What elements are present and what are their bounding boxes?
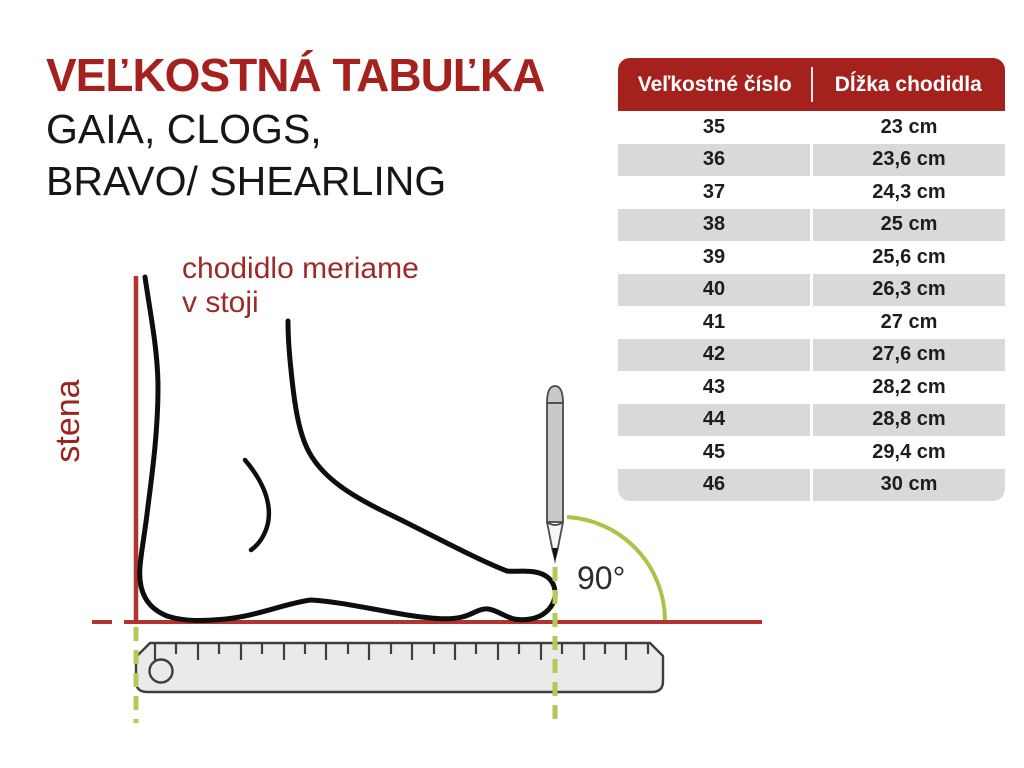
size-cell: 36 [618,143,810,176]
table-row: 42 27,6 cm [618,338,1005,371]
pencil-body [546,402,564,523]
length-cell: 25 cm [813,208,1005,241]
table-row: 36 23,6 cm [618,143,1005,176]
angle-arc [566,515,667,621]
table-row: 38 25 cm [618,208,1005,241]
table-row: 35 23 cm [618,111,1005,144]
size-table-body: 35 23 cm 36 23,6 cm 37 24,3 cm 38 25 cm [618,111,1005,501]
size-table-header: Veľkostné číslo Dĺžka chodidla [618,58,1005,111]
header-foot-length: Dĺžka chodidla [834,72,982,96]
ruler-hole [148,658,174,684]
headline-block: VEĽKOSTNÁ TABUĽKA GAIA, CLOGS, BRAVO/ SH… [46,49,545,207]
pencil-icon [546,385,564,564]
table-row: 41 27 cm [618,306,1005,339]
size-cell: 39 [618,241,810,274]
size-cell: 41 [618,306,810,339]
size-cell: 45 [618,436,810,469]
pencil-eraser [546,385,564,404]
length-cell: 23 cm [813,111,1005,144]
wall-label: stena [49,379,87,463]
size-cell: 43 [618,371,810,404]
table-row: 39 25,6 cm [618,241,1005,274]
foot-outline [137,274,558,624]
table-row: 45 29,4 cm [618,436,1005,469]
angle-label: 90° [577,560,626,596]
length-cell: 28,2 cm [813,371,1005,404]
length-cell: 26,3 cm [813,273,1005,306]
size-table: Veľkostné číslo Dĺžka chodidla 35 23 cm … [618,58,1005,501]
size-cell: 38 [618,208,810,241]
measure-instruction-line-2: v stoji [182,286,259,319]
subtitle-line-2: BRAVO/ SHEARLING [46,158,447,204]
length-cell: 29,4 cm [813,436,1005,469]
subtitle-line-1: GAIA, CLOGS, [46,106,322,152]
size-cell: 42 [618,338,810,371]
table-row: 40 26,3 cm [618,273,1005,306]
pencil-tip [552,548,558,564]
size-cell: 40 [618,273,810,306]
measure-instruction: chodidlo meriame v stoji [182,252,419,320]
size-cell: 44 [618,403,810,436]
page-title: VEĽKOSTNÁ TABUĽKA [46,49,545,101]
size-cell: 35 [618,111,810,144]
measure-instruction-line-1: chodidlo meriame [182,252,419,285]
length-cell: 24,3 cm [813,176,1005,209]
table-row: 44 28,8 cm [618,403,1005,436]
length-cell: 27,6 cm [813,338,1005,371]
length-cell: 23,6 cm [813,143,1005,176]
length-cell: 28,8 cm [813,403,1005,436]
header-divider [810,67,813,102]
ruler [134,641,665,694]
length-cell: 25,6 cm [813,241,1005,274]
length-cell: 27 cm [813,306,1005,339]
table-row: 37 24,3 cm [618,176,1005,209]
size-cell: 37 [618,176,810,209]
table-row: 46 30 cm [618,468,1005,501]
length-cell: 30 cm [813,468,1005,501]
ruler-ticks [153,644,650,660]
ankle-curve [242,457,272,553]
size-cell: 46 [618,468,810,501]
table-row: 43 28,2 cm [618,371,1005,404]
header-size-number: Veľkostné číslo [637,72,792,96]
